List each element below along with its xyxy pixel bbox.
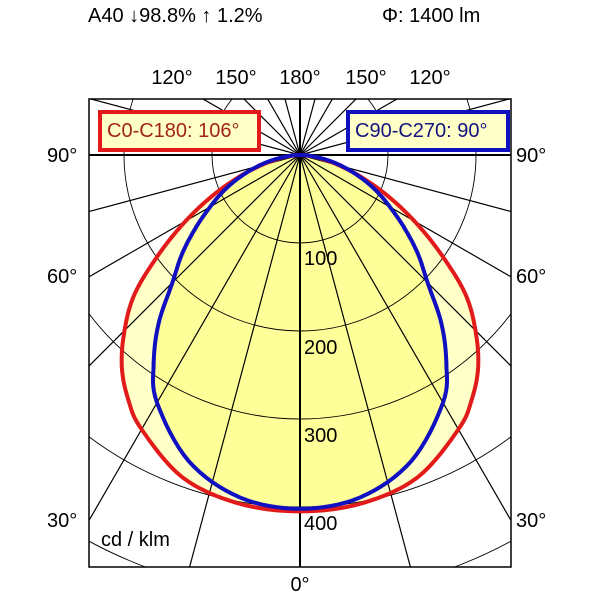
angle-label: 150° [345,67,387,89]
legend-c0-c180: C0-C180: 106° [98,110,261,152]
angle-label: 120° [151,67,193,89]
right-angle-label: 30° [516,510,547,532]
radial-label: 300 [304,425,338,447]
unit-label: cd / klm [101,529,170,551]
radial-label: 200 [304,337,338,359]
angle-label: 180° [279,67,321,89]
bottom-angle-label: 0° [290,574,310,596]
plot-frame [88,98,512,568]
right-angle-label: 90° [516,145,547,167]
radial-label: 100 [304,248,338,270]
left-angle-label: 60° [47,266,78,288]
top-angle-labels: 120° 150° 180° 150° 120° [0,67,600,93]
radial-label: 400 [304,513,338,535]
header-efficiency: A40 ↓98.8% ↑ 1.2% [88,5,263,27]
legend-c90-c270: C90-C270: 90° [346,110,510,152]
header-flux: Φ: 1400 lm [382,5,481,27]
angle-label: 120° [409,67,451,89]
blue-curve [151,152,449,511]
left-angle-label: 30° [47,510,78,532]
left-angle-label: 90° [47,145,78,167]
angle-label: 150° [215,67,257,89]
right-angle-label: 60° [516,266,547,288]
